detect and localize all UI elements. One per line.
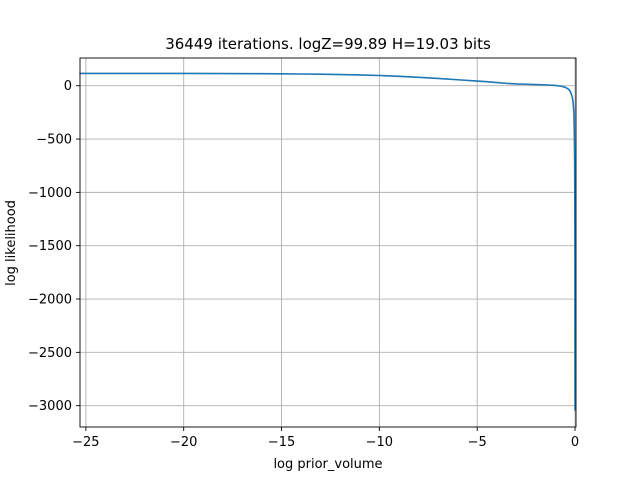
y-tick-label: −2500 bbox=[28, 346, 72, 361]
y-tick-label: −1000 bbox=[28, 186, 72, 201]
plot-frame bbox=[79, 57, 577, 428]
x-tick-label: 0 bbox=[571, 435, 579, 450]
y-tick-label: −1500 bbox=[28, 239, 72, 254]
x-tick-label: −5 bbox=[468, 435, 487, 450]
y-tick-label: −2000 bbox=[28, 293, 72, 308]
axis-ticks: −25 −20 −15 −10 −5 00−500−1000−1500−2000−2500… bbox=[28, 79, 579, 450]
y-tick-label: −500 bbox=[36, 133, 72, 148]
series-line bbox=[79, 72, 576, 411]
x-axis-label: log prior_volume bbox=[273, 457, 382, 472]
y-axis-label: log likelihood bbox=[4, 200, 19, 286]
x-tick-label: −15 bbox=[268, 435, 295, 450]
chart-title: 36449 iterations. logZ=99.89 H=19.03 bit… bbox=[165, 35, 491, 53]
x-tick-label: −20 bbox=[170, 435, 197, 450]
y-tick-label: 0 bbox=[64, 79, 72, 94]
x-tick-label: −10 bbox=[366, 435, 393, 450]
series-layer bbox=[79, 72, 576, 411]
y-tick-label: −3000 bbox=[28, 399, 72, 414]
grid bbox=[80, 58, 576, 427]
x-tick-label: −25 bbox=[72, 435, 99, 450]
